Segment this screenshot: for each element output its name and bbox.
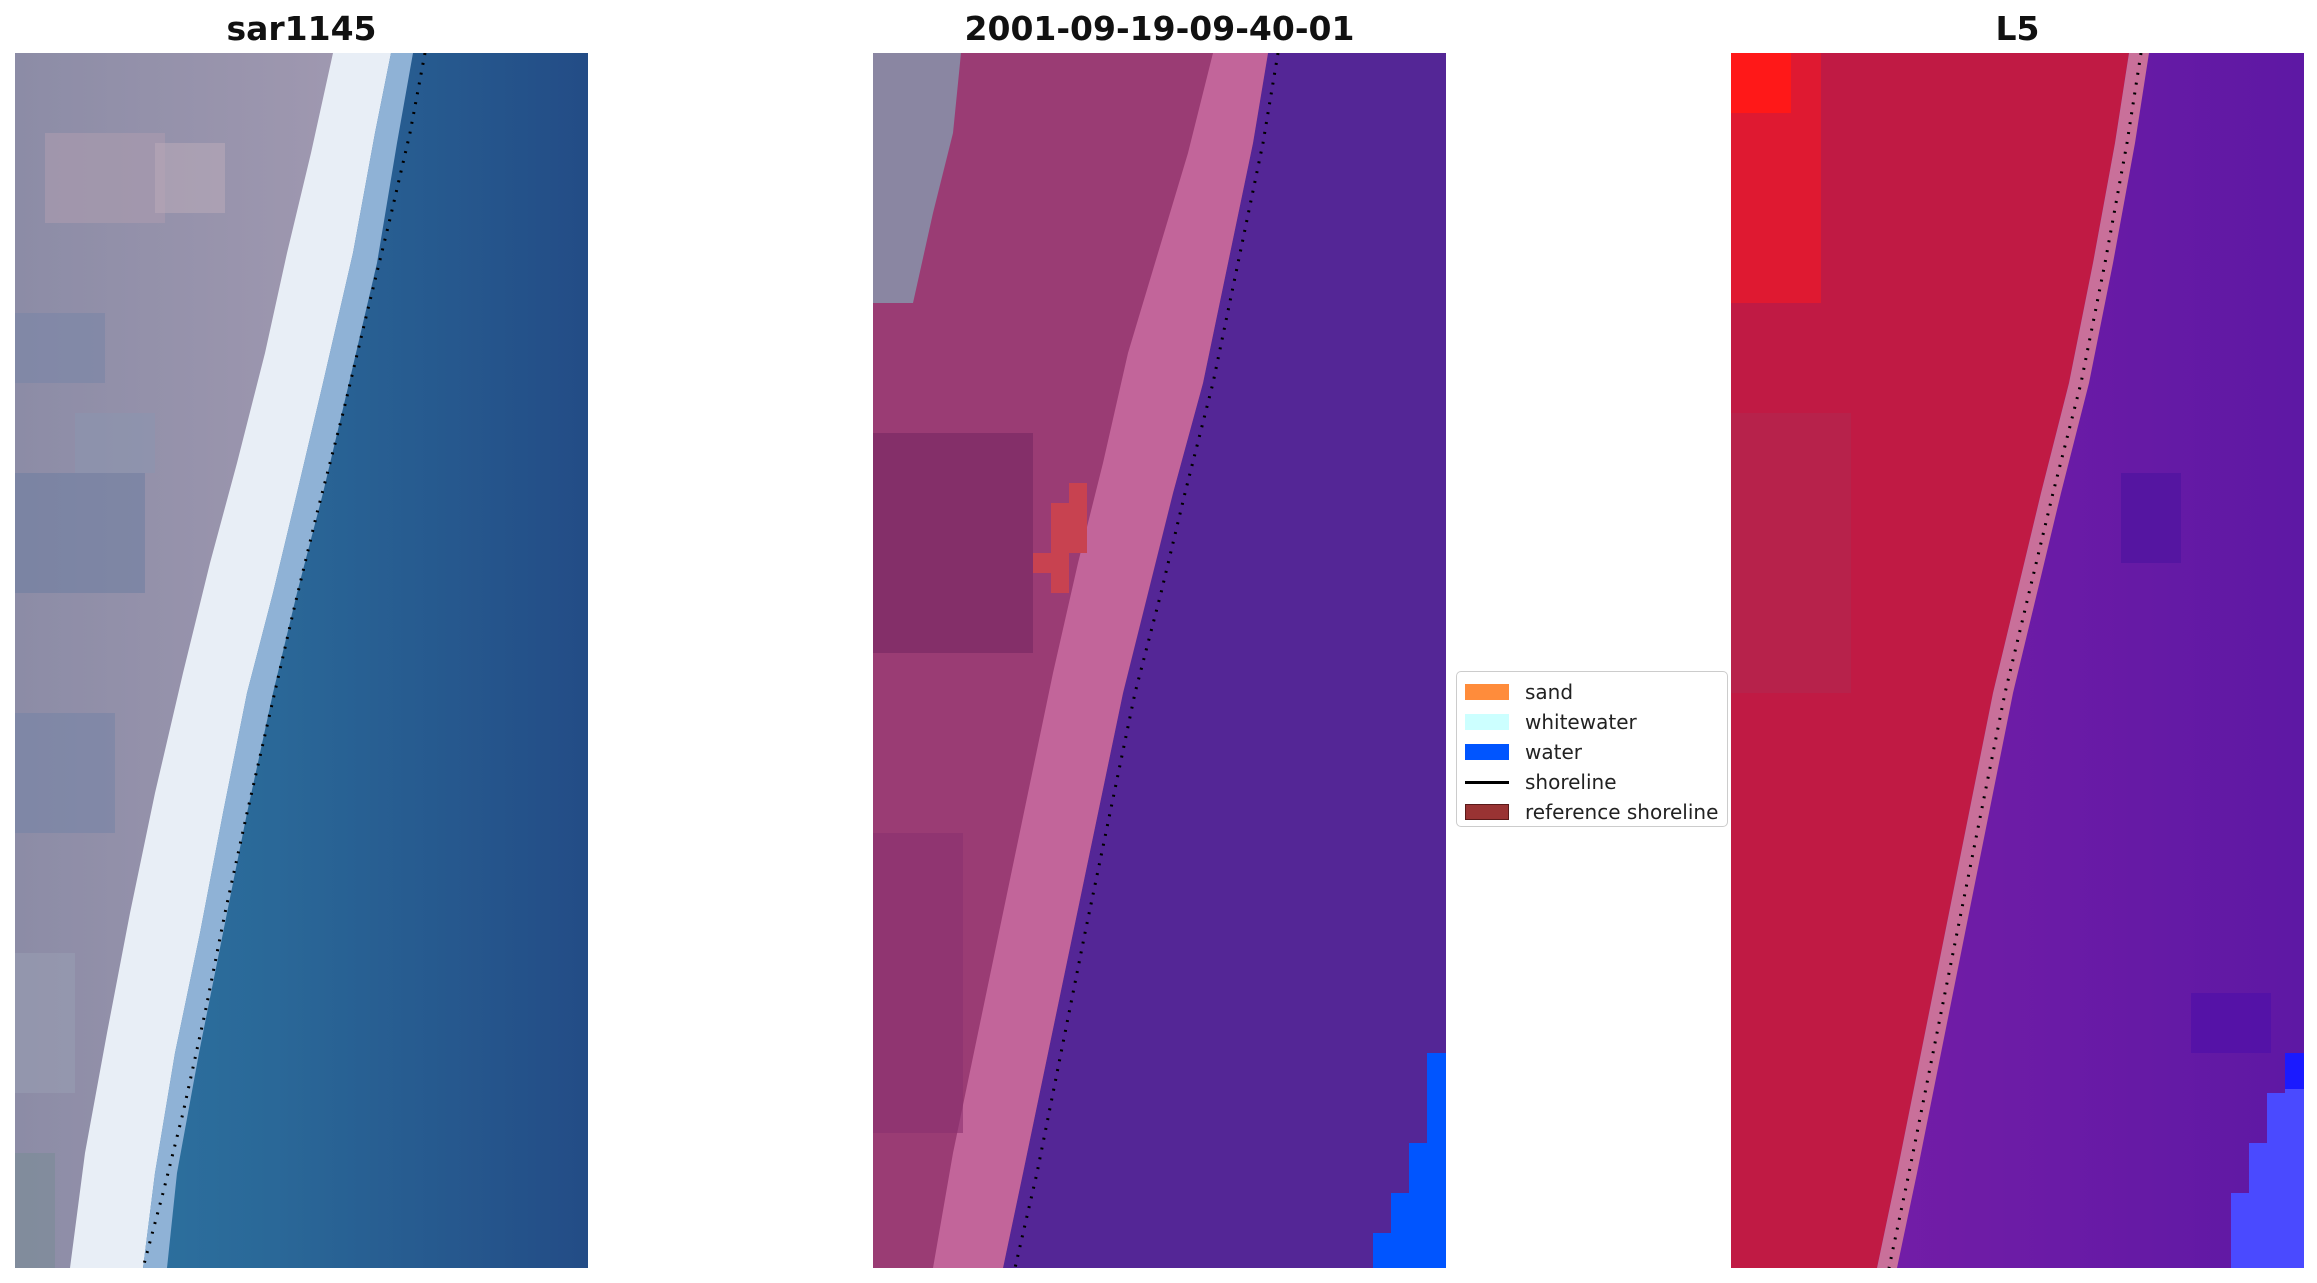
sand-swatch — [1465, 684, 1509, 700]
legend-label: sand — [1525, 680, 1574, 704]
legend-item-whitewater: whitewater — [1465, 707, 1719, 737]
classification-image — [873, 53, 1446, 1268]
legend-label: reference shoreline — [1525, 800, 1719, 824]
index-map-panel — [1731, 53, 2304, 1268]
rgb-image — [15, 53, 588, 1268]
legend-label: whitewater — [1525, 710, 1637, 734]
panel-title-1: sar1145 — [226, 9, 377, 48]
legend-item-sand: sand — [1465, 677, 1719, 707]
legend-item-water: water — [1465, 737, 1719, 767]
shoreline-line-swatch — [1465, 780, 1509, 784]
whitewater-swatch — [1465, 714, 1509, 730]
legend-label: water — [1525, 740, 1582, 764]
index-map-image — [1731, 53, 2304, 1268]
legend: sand whitewater water shoreline referenc… — [1456, 671, 1728, 827]
legend-label: shoreline — [1525, 770, 1617, 794]
panel-title-2: 2001-09-19-09-40-01 — [964, 9, 1355, 48]
reference-shoreline-swatch — [1465, 804, 1509, 820]
panel-title-3: L5 — [1995, 9, 2040, 48]
water-swatch — [1465, 744, 1509, 760]
legend-item-shoreline: shoreline — [1465, 767, 1719, 797]
legend-item-reference-shoreline: reference shoreline — [1465, 797, 1719, 827]
rgb-image-panel — [15, 53, 588, 1268]
classification-panel — [873, 53, 1446, 1268]
